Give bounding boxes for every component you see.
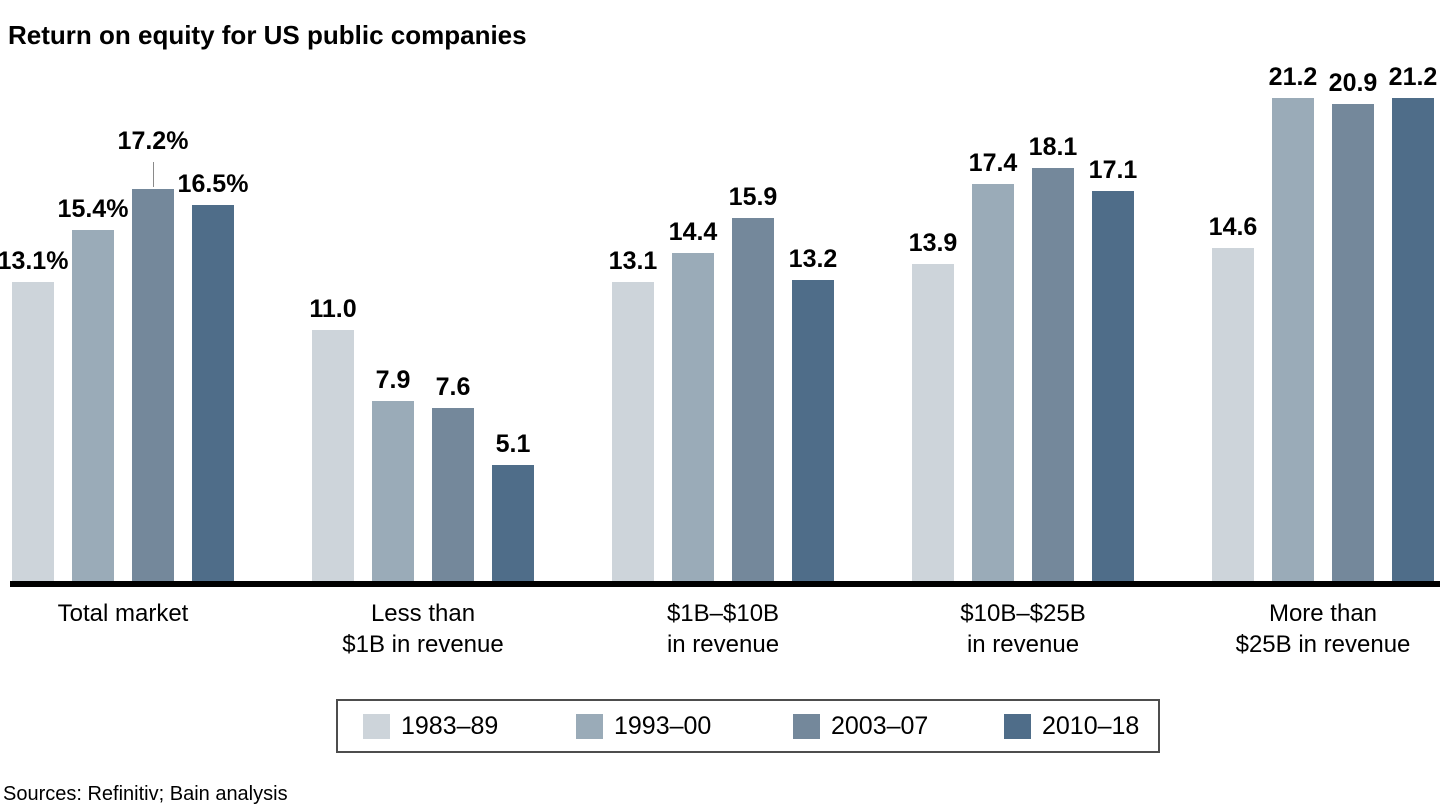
legend-swatch-icon — [576, 713, 603, 739]
bar — [612, 282, 654, 581]
value-label: 15.9 — [728, 183, 778, 211]
value-label: 17.2% — [117, 127, 189, 155]
bar — [912, 264, 954, 581]
bar — [1392, 98, 1434, 581]
value-label: 13.1 — [608, 247, 658, 275]
bar — [1032, 168, 1074, 581]
legend-item: 1983–89 — [363, 701, 498, 751]
category-label: $1B–$10B in revenue — [666, 600, 780, 658]
legend-label: 1983–89 — [401, 711, 499, 740]
value-label: 13.9 — [908, 229, 958, 257]
bar — [192, 205, 234, 581]
legend-swatch-icon — [793, 713, 820, 739]
legend-box: 1983–89 1993–00 2003–07 2010–18 — [336, 699, 1160, 753]
bar — [72, 230, 114, 581]
bar — [1212, 248, 1254, 581]
value-label: 5.1 — [495, 430, 531, 458]
x-axis-baseline — [10, 581, 1440, 587]
value-label: 13.2 — [788, 245, 838, 273]
legend-label: 2003–07 — [831, 711, 929, 740]
legend-swatch-icon — [1004, 713, 1031, 739]
bar — [672, 253, 714, 581]
legend-item: 2010–18 — [1004, 701, 1139, 751]
legend-label: 1993–00 — [614, 711, 712, 740]
bar — [132, 189, 174, 581]
bar — [972, 184, 1014, 581]
value-label: 14.4 — [668, 218, 718, 246]
value-label: 17.1 — [1088, 156, 1138, 184]
value-label: 17.4 — [968, 149, 1018, 177]
value-label: 11.0 — [309, 295, 357, 323]
value-label: 15.4% — [57, 195, 129, 223]
bar — [432, 408, 474, 581]
bar — [492, 465, 534, 581]
bar — [312, 330, 354, 581]
value-label: 21.2 — [1388, 63, 1438, 91]
bar — [1332, 104, 1374, 581]
value-label: 18.1 — [1028, 133, 1078, 161]
legend-item: 1993–00 — [576, 701, 711, 751]
bar — [12, 282, 54, 581]
bar — [1092, 191, 1134, 581]
legend-swatch-icon — [363, 713, 390, 739]
value-label: 14.6 — [1208, 213, 1258, 241]
bar — [1272, 98, 1314, 581]
value-label-leader-line — [153, 162, 154, 187]
legend-item: 2003–07 — [793, 701, 928, 751]
value-label: 7.6 — [435, 373, 471, 401]
bar — [732, 218, 774, 581]
value-label: 20.9 — [1328, 69, 1378, 97]
category-label: More than $25B in revenue — [1235, 600, 1411, 658]
sources-note: Sources: Refinitiv; Bain analysis — [3, 783, 288, 805]
value-label: 16.5% — [177, 170, 249, 198]
chart-title: Return on equity for US public companies — [8, 20, 527, 51]
legend-label: 2010–18 — [1042, 711, 1140, 740]
category-label: $10B–$25B in revenue — [960, 600, 1086, 658]
bar — [792, 280, 834, 581]
value-label: 21.2 — [1268, 63, 1318, 91]
category-label: Less than $1B in revenue — [342, 600, 504, 658]
category-label: Total market — [57, 600, 189, 627]
bar — [372, 401, 414, 581]
value-label: 7.9 — [375, 366, 411, 394]
value-label: 13.1% — [0, 247, 69, 275]
